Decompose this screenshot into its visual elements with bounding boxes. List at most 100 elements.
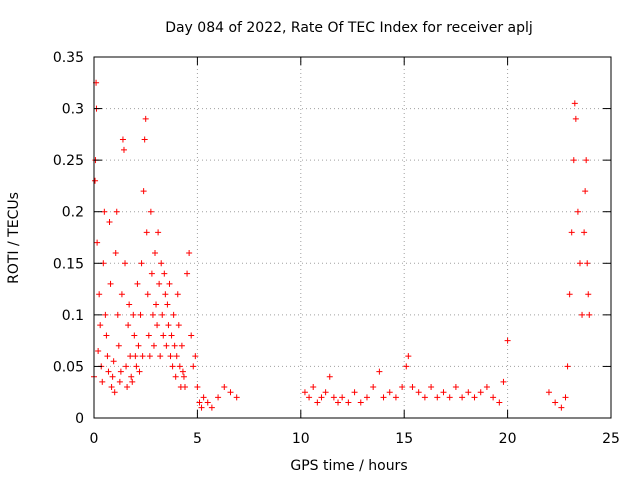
data-point — [174, 291, 181, 298]
data-point — [221, 384, 228, 391]
data-point — [545, 389, 552, 396]
data-point — [103, 332, 110, 339]
data-point — [134, 280, 141, 287]
data-point — [306, 394, 313, 401]
data-point — [92, 177, 99, 184]
data-point — [566, 291, 573, 298]
data-point — [123, 363, 130, 370]
data-point — [322, 389, 329, 396]
data-point — [465, 389, 472, 396]
data-point — [571, 100, 578, 107]
data-point — [168, 332, 175, 339]
y-tick-label: 0.25 — [53, 153, 84, 169]
data-point — [163, 342, 170, 349]
data-point — [452, 384, 459, 391]
data-point — [428, 384, 435, 391]
data-point — [120, 146, 127, 153]
data-point — [114, 311, 121, 318]
data-point — [351, 389, 358, 396]
data-point — [109, 373, 116, 380]
data-point — [162, 291, 169, 298]
data-point — [421, 394, 428, 401]
data-point — [140, 188, 147, 195]
y-axis-label: ROTI / TECUs — [6, 192, 22, 284]
data-point — [301, 389, 308, 396]
data-point — [131, 332, 138, 339]
data-point — [127, 353, 134, 360]
data-point — [215, 394, 222, 401]
data-point — [345, 399, 352, 406]
data-point — [330, 394, 337, 401]
data-point — [124, 384, 131, 391]
y-tick-label: 0.05 — [53, 359, 84, 375]
data-point — [434, 394, 441, 401]
data-point — [194, 384, 201, 391]
data-point — [500, 378, 507, 385]
data-point — [144, 291, 151, 298]
data-point — [125, 322, 132, 329]
data-point — [139, 353, 146, 360]
data-point — [190, 363, 197, 370]
data-point — [106, 219, 113, 226]
data-point — [181, 384, 188, 391]
data-point — [149, 311, 156, 318]
y-tick-label: 0.35 — [53, 50, 84, 66]
data-point — [147, 208, 154, 215]
data-point — [172, 373, 179, 380]
data-point — [156, 280, 163, 287]
data-point — [119, 136, 126, 143]
x-tick-label: 20 — [499, 431, 517, 447]
data-point — [167, 353, 174, 360]
data-point — [392, 394, 399, 401]
data-point — [585, 291, 592, 298]
data-point — [415, 389, 422, 396]
data-point — [159, 311, 166, 318]
data-point — [376, 368, 383, 375]
data-point — [170, 311, 177, 318]
data-point — [146, 353, 153, 360]
data-point — [584, 260, 591, 267]
data-point — [113, 208, 120, 215]
data-point — [97, 322, 104, 329]
data-point — [198, 404, 205, 411]
data-point — [582, 188, 589, 195]
data-point — [160, 332, 167, 339]
data-point — [562, 394, 569, 401]
data-point — [152, 249, 159, 256]
data-point — [122, 260, 129, 267]
data-point — [108, 384, 115, 391]
data-point — [94, 239, 101, 246]
data-point — [440, 389, 447, 396]
data-point — [409, 384, 416, 391]
data-point — [126, 301, 133, 308]
data-point — [169, 363, 176, 370]
x-axis-label: GPS time / hours — [290, 458, 407, 474]
data-point — [459, 394, 466, 401]
data-point — [132, 353, 139, 360]
data-point — [143, 229, 150, 236]
data-point — [576, 260, 583, 267]
data-point — [574, 208, 581, 215]
data-points — [91, 79, 593, 411]
data-point — [483, 384, 490, 391]
data-point — [136, 368, 143, 375]
data-point — [570, 157, 577, 164]
data-point — [380, 394, 387, 401]
data-point — [155, 229, 162, 236]
data-point — [579, 311, 586, 318]
data-point — [477, 389, 484, 396]
data-point — [310, 384, 317, 391]
data-point — [564, 363, 571, 370]
data-point — [176, 363, 183, 370]
data-point — [99, 378, 106, 385]
data-point — [171, 342, 178, 349]
data-point — [95, 347, 102, 354]
data-point — [130, 311, 137, 318]
data-point — [110, 358, 117, 365]
plot-frame — [93, 56, 612, 419]
data-point — [179, 368, 186, 375]
data-point — [314, 399, 321, 406]
y-tick-label: 0.2 — [62, 205, 84, 221]
data-point — [148, 270, 155, 277]
data-point — [153, 301, 160, 308]
